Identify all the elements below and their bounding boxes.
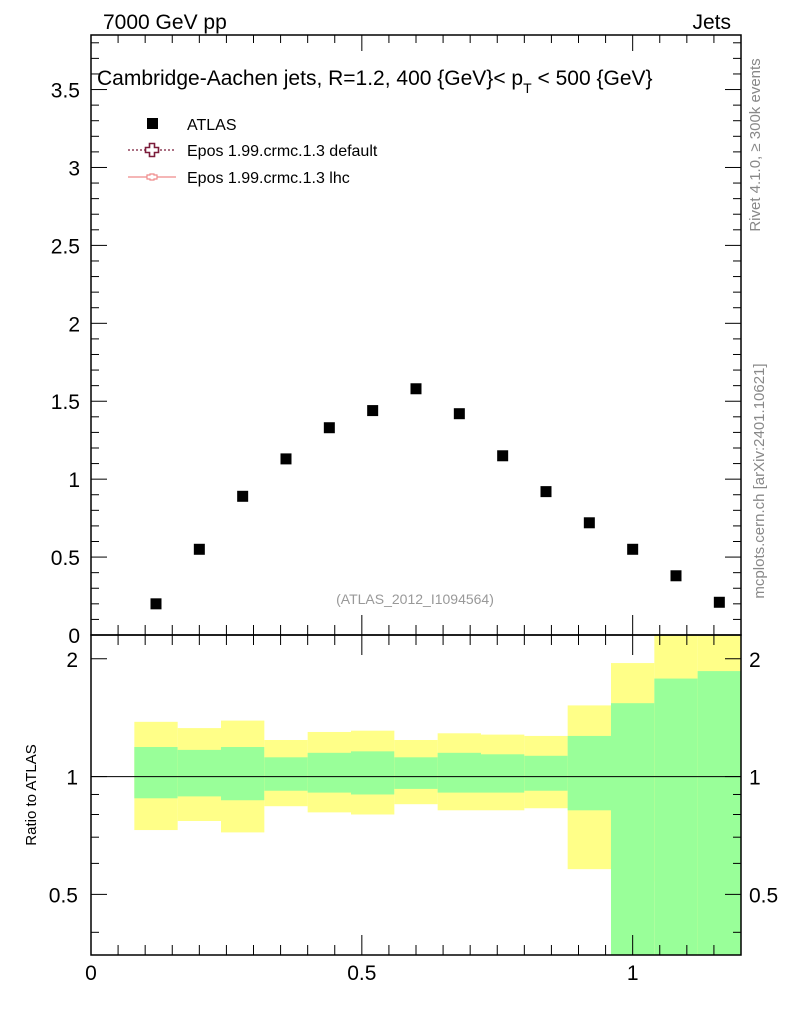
ratio-axis-label: Ratio to ATLAS xyxy=(23,744,40,845)
atlas-data-point xyxy=(627,543,639,555)
ratio-inner-band xyxy=(264,757,308,791)
plot-title-tail: < 500 {GeV} xyxy=(532,67,653,90)
x-tick-label: 0.5 xyxy=(347,962,376,985)
atlas-data-point xyxy=(237,490,249,502)
ratio-inner-band xyxy=(134,747,178,799)
ratio-inner-band xyxy=(437,752,481,793)
ratio-y-tick-label: 2 xyxy=(66,649,78,672)
atlas-data-point xyxy=(193,543,205,555)
ratio-y-tick-label: 1 xyxy=(66,767,78,790)
ratio-inner-band xyxy=(654,678,698,955)
tick-labels: 0 0.5 1 1.5 2 2.5 3 3.5 0 0.5 1 0.5 0.5 1 1 2 2 xyxy=(49,80,778,985)
legend-marker-atlas xyxy=(147,118,158,129)
ratio-y-tick-label-right: 2 xyxy=(749,649,761,672)
legend-label-atlas: ATLAS xyxy=(187,117,237,134)
data-points xyxy=(150,383,725,610)
atlas-data-point xyxy=(540,486,552,498)
x-tick-label: 1 xyxy=(627,962,639,985)
atlas-data-point xyxy=(670,570,682,582)
atlas-data-point xyxy=(280,453,292,465)
ratio-inner-band xyxy=(307,752,351,793)
legend-marker-lhc xyxy=(146,173,158,181)
atlas-data-point xyxy=(323,422,335,434)
ratio-bands xyxy=(134,635,741,955)
legend-label-default: Epos 1.99.crmc.1.3 default xyxy=(187,143,378,160)
legend-label-lhc: Epos 1.99.crmc.1.3 lhc xyxy=(187,170,350,187)
y-tick-label: 0 xyxy=(68,625,80,648)
ratio-inner-band xyxy=(221,747,265,801)
header-left: 7000 GeV pp xyxy=(103,11,227,34)
ratio-inner-band xyxy=(394,757,438,789)
ratio-y-tick-label-right: 0.5 xyxy=(749,884,778,907)
plot-title-subscript: T xyxy=(523,80,532,96)
ratio-inner-band xyxy=(177,749,221,797)
y-tick-label: 2 xyxy=(68,313,80,336)
atlas-data-point xyxy=(713,596,725,608)
plot-title: Cambridge-Aachen jets, R=1.2, 400 {GeV}<… xyxy=(97,67,653,96)
ratio-inner-band xyxy=(611,703,655,955)
ratio-inner-band xyxy=(481,754,525,793)
legend-marker-default xyxy=(144,142,160,158)
atlas-data-point xyxy=(583,517,595,529)
y-tick-label: 1.5 xyxy=(51,391,80,414)
ratio-inner-band xyxy=(697,671,741,955)
ratio-inner-band xyxy=(567,735,611,811)
y-tick-label: 3.5 xyxy=(51,80,80,103)
ratio-y-tick-label: 0.5 xyxy=(49,884,78,907)
plot-title-main: Cambridge-Aachen jets, R=1.2, 400 {GeV}<… xyxy=(97,67,523,90)
y-tick-label: 0.5 xyxy=(51,547,80,570)
atlas-data-point xyxy=(410,383,422,395)
ratio-inner-band xyxy=(524,755,568,791)
x-tick-label: 0 xyxy=(85,962,97,985)
side-label-mcplots: mcplots.cern.ch [arXiv:2401.10621] xyxy=(751,363,768,598)
y-tick-label: 1 xyxy=(68,469,80,492)
analysis-watermark: (ATLAS_2012_I1094564) xyxy=(336,591,494,607)
header-right: Jets xyxy=(692,11,731,34)
y-tick-label: 3 xyxy=(68,157,80,180)
atlas-data-point xyxy=(497,450,509,462)
atlas-data-point xyxy=(453,408,465,420)
ratio-plot-frame xyxy=(90,634,742,956)
legend: ATLAS Epos 1.99.crmc.1.3 default Epos 1.… xyxy=(128,117,378,187)
y-tick-label: 2.5 xyxy=(51,235,80,258)
atlas-data-point xyxy=(367,405,379,417)
ratio-y-tick-label-right: 1 xyxy=(749,767,761,790)
atlas-data-point xyxy=(150,598,162,610)
side-label-rivet: Rivet 4.1.0, ≥ 300k events xyxy=(747,58,764,231)
ratio-inner-band xyxy=(351,751,395,795)
